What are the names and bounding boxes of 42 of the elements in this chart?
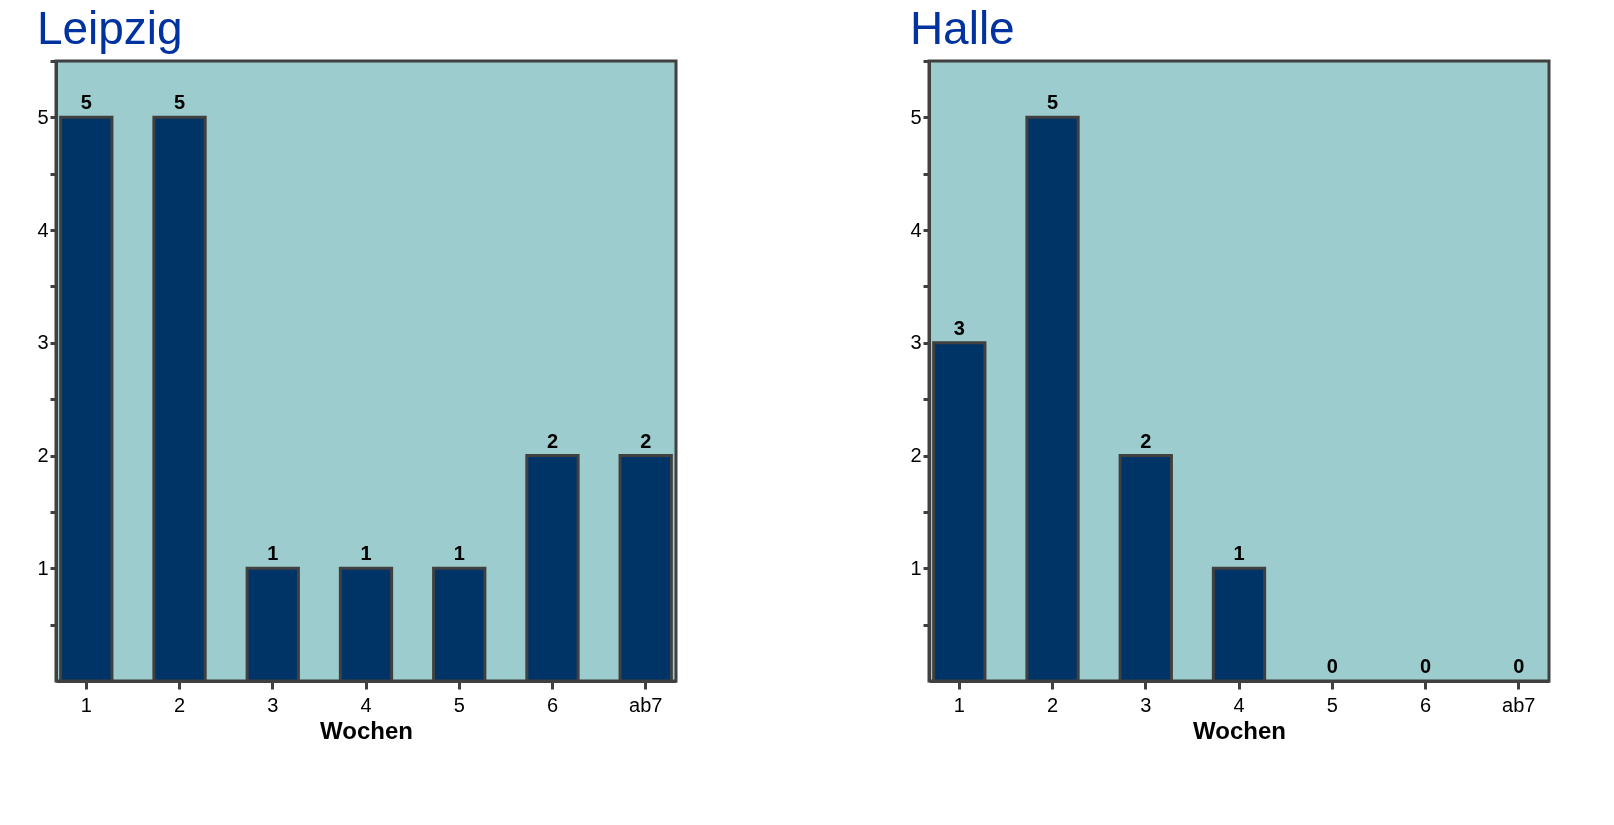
x-tick-label: 6: [1419, 693, 1432, 716]
x-tick-label: ab7: [1502, 693, 1536, 716]
data-label: 1: [360, 542, 372, 565]
data-label: 2: [640, 429, 652, 452]
data-label: 5: [1046, 91, 1059, 114]
x-tick-label: 6: [546, 693, 559, 716]
data-label: 5: [80, 91, 92, 114]
chart-title: Halle: [909, 1, 1015, 54]
x-tick-label: 1: [953, 693, 965, 716]
y-tick-label: 1: [37, 556, 49, 579]
x-axis-title: Wochen: [1193, 716, 1286, 744]
y-tick-label: 2: [37, 444, 49, 467]
x-tick-label: 5: [453, 693, 465, 716]
y-tick-label: 4: [910, 218, 922, 241]
y-tick-label: 3: [37, 331, 49, 354]
data-label: 0: [1419, 655, 1432, 677]
data-label: 3: [953, 316, 965, 339]
data-label: 1: [1233, 542, 1245, 565]
x-tick-label: 3: [1140, 693, 1152, 716]
data-label: 1: [453, 542, 465, 565]
x-tick-label: 3: [267, 693, 279, 716]
y-tick-label: 2: [910, 444, 922, 467]
y-tick-label: 5: [37, 105, 49, 128]
data-label: 2: [1140, 429, 1152, 452]
y-tick-label: 1: [910, 556, 922, 579]
x-tick-label: 2: [1046, 693, 1059, 716]
data-label: 5: [173, 91, 186, 114]
x-tick-label: 4: [360, 693, 372, 716]
data-label: 0: [1513, 655, 1525, 677]
x-tick-label: 4: [1233, 693, 1245, 716]
y-tick-label: 5: [910, 105, 922, 128]
chart-title: Leipzig: [36, 1, 183, 54]
x-tick-label: 5: [1326, 693, 1338, 716]
x-tick-label: 2: [173, 693, 186, 716]
data-label: 1: [267, 542, 279, 565]
x-tick-label: ab7: [629, 693, 663, 716]
data-label: 2: [546, 429, 559, 452]
y-tick-label: 4: [37, 218, 49, 241]
y-tick-label: 3: [910, 331, 922, 354]
x-axis-title: Wochen: [320, 716, 413, 744]
x-tick-label: 1: [80, 693, 92, 716]
data-label: 0: [1326, 655, 1338, 677]
